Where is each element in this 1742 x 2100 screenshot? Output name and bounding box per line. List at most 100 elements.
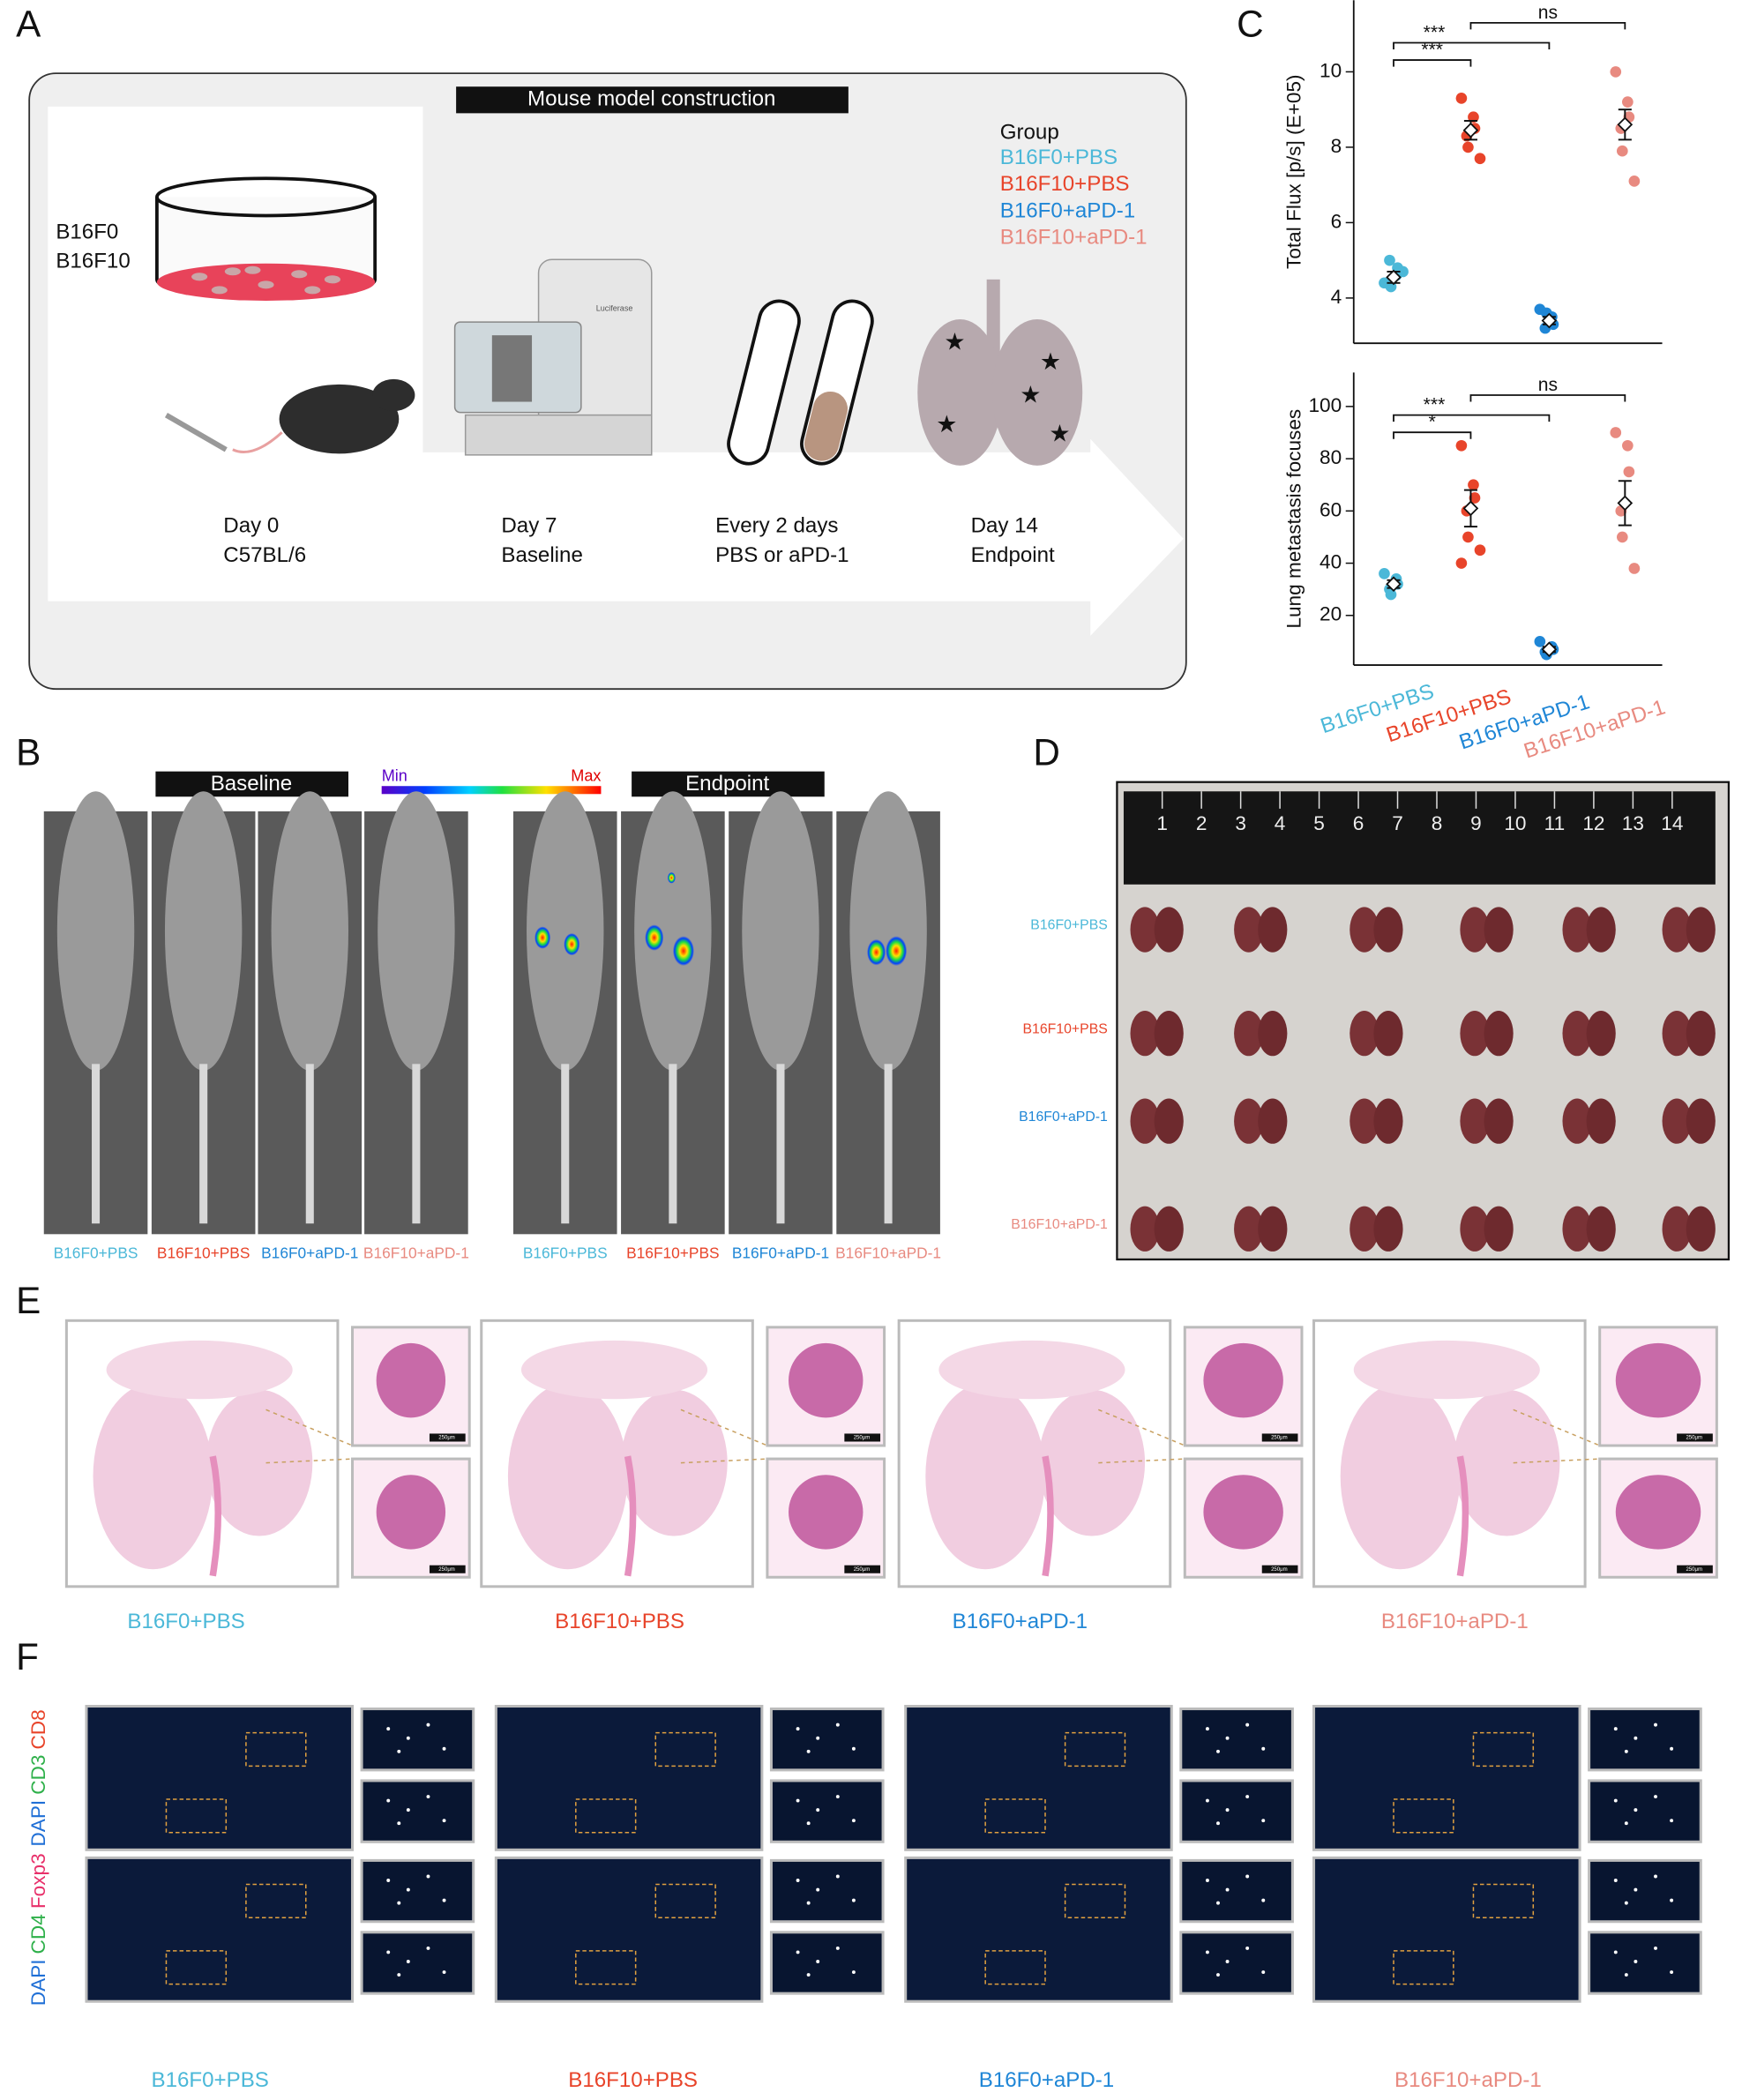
stain-label: DAPI CD3 CD8: [27, 1709, 49, 1846]
positive-cell: [1624, 1749, 1628, 1753]
significance: ns: [1538, 375, 1558, 395]
phase-bar: [155, 771, 348, 797]
legend-entry: B16F0+aPD-1: [1000, 198, 1135, 222]
positive-cell: [406, 1960, 410, 1963]
scale-bar: [844, 1433, 881, 1442]
positive-cell: [1634, 1736, 1638, 1740]
zoom-box: [245, 1883, 307, 1918]
imager-base: [464, 414, 653, 456]
zoom-box: [1472, 1731, 1535, 1767]
mouse-silhouette: [527, 791, 604, 1071]
ruler-number: 11: [1544, 812, 1565, 834]
lung-lobe: [1686, 1098, 1716, 1144]
legend-heading: Group: [1000, 120, 1059, 144]
significance: *: [1429, 412, 1436, 432]
positive-cell: [816, 1960, 820, 1963]
positive-cell: [1216, 1973, 1220, 1977]
mouse-silhouette: [634, 791, 712, 1071]
data-point: [1462, 141, 1474, 153]
positive-cell: [1670, 1898, 1674, 1902]
data-point: [1610, 66, 1622, 78]
cell-dot: [211, 286, 228, 295]
positive-cell: [1654, 1795, 1657, 1798]
lung-lobe: [1154, 907, 1184, 953]
mouse-tail: [884, 1064, 893, 1224]
positive-cell: [806, 1973, 811, 1977]
if-section: [494, 1856, 764, 2003]
lung-lobe: [1154, 1206, 1184, 1252]
cell-dot: [191, 273, 208, 281]
data-point: [1623, 466, 1635, 478]
mean-marker: [1541, 641, 1558, 658]
y-tick-label: 40: [1320, 551, 1342, 573]
data-point: [1610, 427, 1622, 438]
positive-cell: [835, 1946, 840, 1950]
tissue: [1453, 1389, 1560, 1536]
image-label: B16F10+PBS: [157, 1244, 250, 1262]
positive-cell: [442, 1970, 446, 1975]
scale-bar: [1261, 1433, 1298, 1442]
positive-cell: [1245, 1874, 1250, 1879]
step-detail: Endpoint: [971, 543, 1055, 567]
positive-cell: [835, 1874, 840, 1879]
airway: [209, 1455, 222, 1577]
positive-cell: [1261, 1819, 1266, 1823]
lung-lobe: [1349, 1206, 1379, 1252]
positive-cell: [835, 1723, 840, 1727]
section-label: B16F0+aPD-1: [953, 1610, 1088, 1633]
lesion: [1615, 1475, 1701, 1550]
lung-lobe: [1586, 1206, 1616, 1252]
signal: [535, 926, 551, 949]
zoom-box: [245, 1731, 307, 1767]
lesion: [376, 1342, 446, 1418]
mouse-silhouette: [56, 791, 135, 1071]
lung-right: [991, 319, 1083, 466]
ruler: [1123, 791, 1716, 885]
positive-cell: [1225, 1960, 1230, 1963]
positive-cell: [1216, 1901, 1220, 1905]
data-point: [1384, 254, 1395, 266]
if-section: [85, 1856, 355, 2003]
positive-cell: [1613, 1798, 1618, 1803]
tissue: [206, 1389, 313, 1536]
positive-cell: [1624, 1821, 1628, 1826]
positive-cell: [1624, 1973, 1628, 1977]
mouse-tail: [232, 431, 283, 453]
lung-lobe: [1562, 1011, 1592, 1057]
airway: [1042, 1455, 1054, 1577]
lung-left: [917, 319, 1003, 466]
data-point: [1474, 153, 1486, 165]
row-label: B16F10+aPD-1: [1011, 1217, 1108, 1232]
if-inset: [360, 1708, 475, 1772]
significance: ***: [1424, 22, 1446, 42]
mouse-tail: [199, 1064, 208, 1224]
data-point: [1628, 563, 1641, 574]
title-bar: [456, 86, 849, 114]
if-section: [904, 1705, 1173, 1851]
zoom-box: [1393, 1950, 1454, 1985]
significance: ***: [1424, 395, 1446, 415]
scale-bar: [844, 1565, 881, 1573]
positive-cell: [806, 1821, 811, 1826]
lung-lobe: [1258, 1206, 1288, 1252]
y-tick-label: 80: [1320, 446, 1342, 468]
section-label: B16F10+PBS: [568, 2068, 698, 2092]
cell-dot: [304, 286, 321, 295]
lung-lobe: [1484, 1206, 1514, 1252]
section-label: B16F10+aPD-1: [1381, 1610, 1529, 1633]
zoom-box: [575, 1798, 637, 1834]
mouse-tail: [412, 1064, 421, 1224]
if-inset: [1588, 1858, 1702, 1924]
lung-lobe: [1373, 1206, 1403, 1252]
mean-marker: [1386, 576, 1402, 593]
positive-cell: [1225, 1887, 1230, 1892]
data-point: [1622, 96, 1634, 108]
positive-cell: [406, 1808, 410, 1812]
positive-cell: [851, 1746, 856, 1751]
scale-bar-label: 250μm: [854, 1567, 871, 1573]
signal: [667, 871, 676, 884]
scale-bar-label: 250μm: [438, 1436, 455, 1441]
mean-marker: [1617, 495, 1634, 512]
positive-cell: [1670, 1746, 1674, 1751]
